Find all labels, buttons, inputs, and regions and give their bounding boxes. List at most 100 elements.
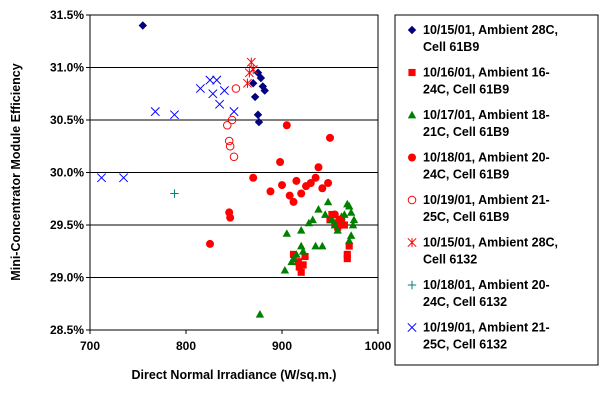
legend-label: 10/19/01, Ambient 21- [423, 321, 550, 335]
data-point [318, 241, 327, 250]
data-point [289, 250, 298, 258]
data-point [195, 83, 205, 94]
data-point [330, 210, 339, 219]
legend-label: 10/18/01, Ambient 20- [423, 151, 550, 165]
data-point [282, 229, 291, 237]
data-point [96, 173, 107, 183]
y-axis-title: Mini-Concentrator Module Efficiency [9, 63, 23, 280]
data-point [327, 215, 337, 224]
data-point [170, 189, 179, 198]
data-point [256, 73, 266, 83]
data-points [96, 21, 359, 318]
data-point [294, 258, 302, 266]
data-point [345, 201, 354, 210]
data-point [346, 208, 356, 216]
data-point [298, 247, 308, 255]
x-tick-label: 800 [176, 339, 196, 353]
legend-marker [407, 322, 417, 333]
data-point [205, 75, 215, 85]
data-point [311, 173, 320, 182]
data-point [280, 265, 290, 274]
data-point [260, 86, 269, 95]
data-point [343, 250, 351, 258]
data-point [314, 163, 323, 172]
legend: 10/15/01, Ambient 28C, Cell 61B9 10/16/01,… [394, 14, 599, 366]
legend-entry: 10/16/01, Ambient 16- 24C, Cell 61B9 [408, 66, 550, 97]
data-point [324, 179, 333, 187]
data-point [297, 268, 305, 276]
data-point [295, 263, 303, 271]
data-point [333, 226, 342, 234]
data-point [215, 99, 225, 109]
legend-entry: 10/17/01, Ambient 18- 21C, Cell 61B9 [407, 108, 550, 139]
data-point [345, 236, 354, 245]
axis-ticks: 28.5% 29.0% 29.5% 30.0% 30.5% 31.0% 31.5% 700 80… [50, 8, 392, 353]
data-point [340, 210, 349, 218]
data-point [340, 221, 348, 229]
legend-label: 10/17/01, Ambient 18- [423, 108, 550, 122]
series-5 [223, 84, 241, 162]
data-point [318, 184, 327, 193]
data-point [349, 215, 359, 224]
data-point [335, 215, 344, 224]
x-axis-title: Direct Normal Irradiance (W/sq.m.) [132, 368, 337, 382]
data-point [292, 250, 301, 258]
data-point [249, 79, 258, 88]
data-point [248, 64, 258, 75]
legend-frame [394, 14, 599, 366]
data-point [323, 197, 333, 206]
data-point [119, 173, 129, 183]
y-tick-label: 31.0% [50, 61, 84, 75]
legend-marker [407, 237, 417, 248]
legend-label: 24C, Cell 61B9 [423, 83, 509, 97]
data-point [278, 181, 286, 190]
data-point [229, 107, 239, 117]
data-point [297, 226, 306, 234]
data-point [212, 75, 222, 85]
y-tick-label: 29.5% [50, 218, 84, 232]
data-point [301, 252, 309, 261]
data-point [308, 215, 317, 224]
data-point [348, 220, 358, 229]
data-point [282, 121, 291, 130]
data-point [225, 141, 235, 151]
data-point [150, 107, 160, 117]
data-point [276, 158, 285, 166]
legend-label: 25C, Cell 61B9 [423, 210, 509, 224]
data-point [246, 57, 256, 67]
data-point [255, 310, 265, 318]
data-point [231, 84, 241, 93]
data-point [299, 261, 307, 269]
data-point [306, 179, 315, 187]
legend-marker [408, 68, 416, 77]
y-tick-label: 30.0% [50, 166, 84, 180]
data-point [242, 78, 252, 88]
data-point [138, 21, 147, 30]
x-tick-label: 1000 [365, 339, 392, 353]
data-point [292, 176, 301, 185]
data-point [227, 115, 237, 125]
data-point [208, 89, 218, 99]
legend-label: 25C, Cell 6132 [423, 338, 507, 352]
legend-entry: 10/15/01, Ambient 28C, Cell 6132 [407, 236, 558, 267]
data-point [229, 152, 239, 162]
data-point [289, 197, 298, 206]
legend-entry: 10/19/01, Ambient 21- 25C, Cell 6132 [407, 321, 550, 352]
data-point [343, 255, 351, 263]
y-tick-label: 29.0% [50, 271, 84, 285]
data-point [285, 191, 294, 200]
series-6 [242, 57, 258, 88]
legend-label: 10/16/01, Ambient 16- [423, 66, 550, 80]
legend-label: 10/15/01, Ambient 28C, [423, 23, 558, 37]
data-point [250, 92, 260, 102]
series-7 [170, 189, 179, 198]
legend-label: 10/19/01, Ambient 21- [423, 193, 550, 207]
data-point [254, 117, 264, 127]
series-8 [96, 75, 239, 183]
y-tick-label: 31.5% [50, 8, 84, 22]
data-point [224, 136, 234, 146]
series-4 [206, 121, 344, 248]
legend-label: 10/18/01, Ambient 20- [423, 278, 550, 292]
data-point [330, 220, 339, 229]
